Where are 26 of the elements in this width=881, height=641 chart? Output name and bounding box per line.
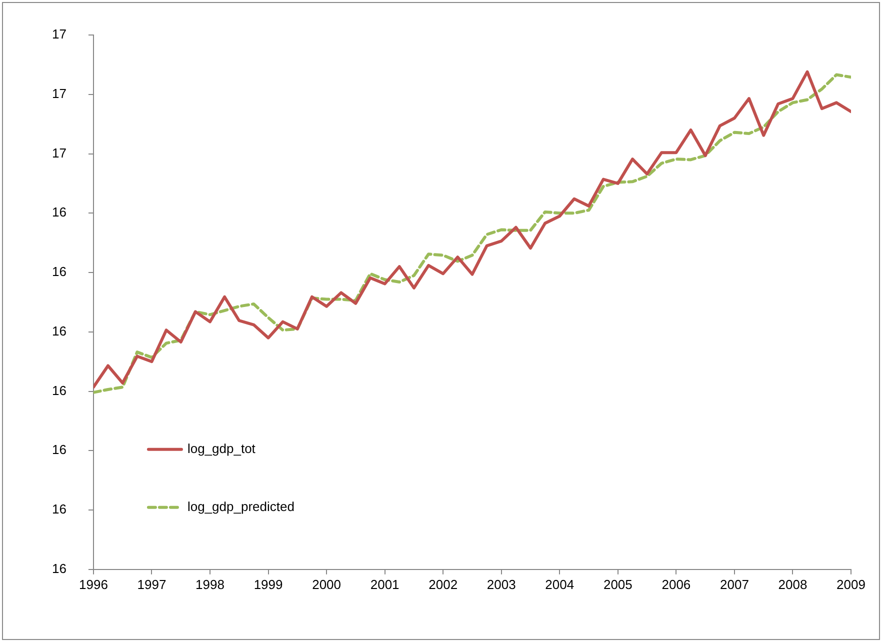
y-tick-label: 17 (52, 86, 66, 101)
y-tick-label: 17 (52, 26, 66, 42)
y-tick-label: 16 (52, 502, 66, 517)
x-tick-label: 2009 (836, 576, 866, 592)
x-tick-label: 2002 (428, 576, 458, 592)
x-tick-label: 2006 (662, 576, 691, 592)
x-tick-label: 1996 (79, 576, 108, 592)
x-tick-label: 2005 (603, 576, 632, 592)
y-tick-label: 16 (52, 560, 66, 576)
x-tick-label: 2008 (778, 576, 808, 592)
x-tick-label: 2003 (486, 576, 516, 592)
legend-label: log_gdp_predicted (187, 498, 294, 514)
x-tick-label: 1997 (137, 576, 166, 592)
y-tick-label: 16 (52, 323, 66, 338)
x-tick-label: 1999 (254, 576, 283, 592)
y-tick-label: 16 (52, 442, 66, 458)
x-tick-label: 2004 (545, 576, 574, 592)
x-tick-label: 1998 (196, 576, 224, 592)
y-tick-label: 16 (52, 264, 66, 280)
x-tick-label: 2007 (720, 576, 749, 592)
y-tick-label: 16 (52, 382, 66, 398)
x-tick-label: 2000 (312, 576, 342, 592)
legend-label: log_gdp_tot (187, 440, 256, 456)
y-tick-label: 16 (52, 204, 66, 220)
x-tick-label: 2001 (370, 576, 400, 592)
y-tick-label: 17 (52, 145, 66, 160)
